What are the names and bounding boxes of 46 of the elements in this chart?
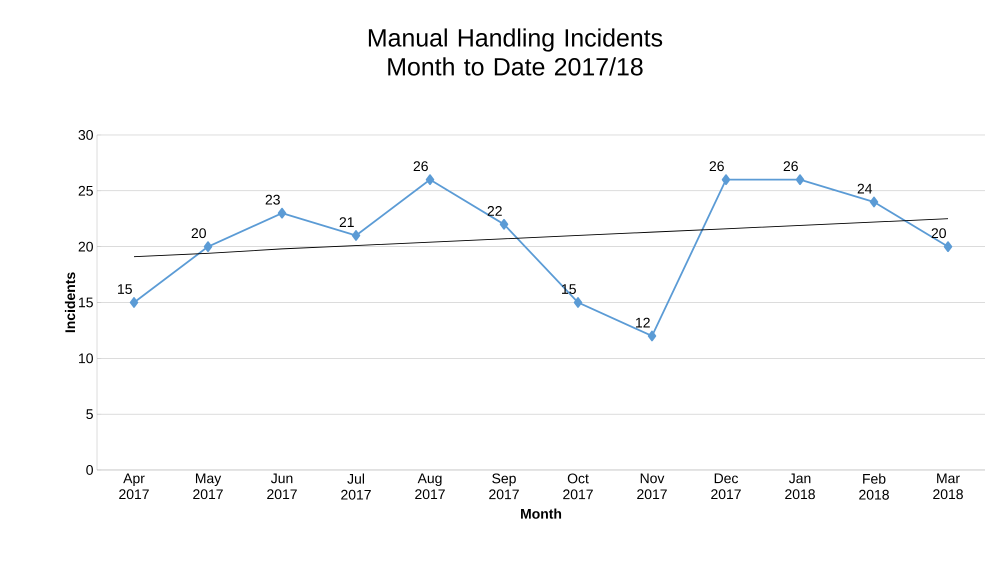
y-tick-label: 10 xyxy=(79,353,93,364)
x-tick-label: Nov 2017 xyxy=(637,474,667,500)
chart-title: Manual Handling Incidents Month to Date 2017/18 xyxy=(368,28,662,76)
y-tick-label: 25 xyxy=(78,186,93,196)
x-axis-title: Month xyxy=(521,508,562,519)
x-tick-label: May 2017 xyxy=(193,474,223,500)
y-axis-title: Incidents xyxy=(64,272,76,332)
data-label: 21 xyxy=(340,217,354,227)
data-label: 26 xyxy=(784,161,798,172)
x-tick-label: Mar 2018 xyxy=(933,474,963,500)
point xyxy=(870,196,878,208)
x-tick-label: Sep 2017 xyxy=(489,473,519,500)
data-label: 24 xyxy=(858,184,872,194)
data-label: 20 xyxy=(192,228,206,238)
x-tick-label: Jan 2018 xyxy=(785,474,815,500)
x-tick-label: Jul 2017 xyxy=(341,474,371,500)
point xyxy=(796,174,804,186)
x-tick-label: Apr 2017 xyxy=(119,474,149,500)
point xyxy=(130,297,138,308)
point xyxy=(204,241,212,252)
point xyxy=(722,174,730,186)
line-series xyxy=(134,218,948,258)
data-label: 12 xyxy=(636,318,650,328)
y-tick-label: 0 xyxy=(86,465,93,475)
point xyxy=(500,218,508,230)
point xyxy=(352,230,360,241)
y-tick-label: 5 xyxy=(86,409,93,420)
data-label: 22 xyxy=(488,206,502,216)
y-tick-label: 30 xyxy=(78,130,93,140)
x-tick-label: Oct 2017 xyxy=(563,473,593,500)
x-tick-label: Feb 2018 xyxy=(859,474,889,500)
x-tick-label: Dec 2017 xyxy=(711,474,741,500)
point xyxy=(426,174,434,186)
data-label: 15 xyxy=(118,284,132,294)
data-label: 26 xyxy=(414,161,428,172)
y-tick-label: 20 xyxy=(78,242,93,252)
point xyxy=(574,297,582,308)
data-label: 20 xyxy=(932,228,946,238)
point xyxy=(944,241,952,252)
x-tick-label: Jun 2017 xyxy=(267,474,297,500)
data-label: 23 xyxy=(266,194,280,205)
y-tick-label: 15 xyxy=(79,298,93,308)
point xyxy=(278,208,286,219)
point xyxy=(648,330,656,342)
data-label: 26 xyxy=(710,161,724,172)
x-tick-label: Aug 2017 xyxy=(415,474,445,500)
